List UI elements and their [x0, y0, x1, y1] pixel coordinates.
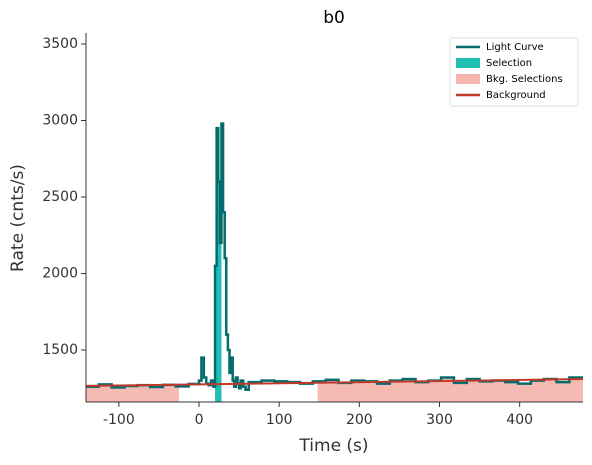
y-axis-label: Rate (cnts/s): [8, 164, 28, 272]
x-tick-label: 400: [506, 412, 533, 428]
y-tick-label: 2500: [42, 189, 78, 205]
legend-label: Background: [486, 90, 546, 101]
y-tick-label: 3000: [42, 113, 78, 129]
span-fill: [86, 384, 179, 402]
background-line: [86, 378, 583, 387]
x-tick-label: 300: [426, 412, 453, 428]
plot: [86, 122, 583, 402]
legend-label: Selection: [486, 58, 532, 69]
legend-swatch: [456, 58, 480, 68]
legend-label: Bkg. Selections: [486, 74, 563, 85]
legend-box: [449, 37, 579, 107]
y-tick-label: 3500: [42, 36, 78, 52]
x-tick-label: 200: [346, 412, 373, 428]
x-tick-label: -100: [103, 412, 135, 428]
x-axis-label: Time (s): [298, 436, 368, 456]
y-tick-label: 2000: [42, 265, 78, 281]
x-tick-label: 0: [195, 412, 204, 428]
x-tick-label: 100: [266, 412, 293, 428]
y-tick-label: 1500: [42, 342, 78, 358]
chart-title: b0: [323, 8, 345, 28]
legend-swatch: [456, 74, 480, 84]
legend-label: Light Curve: [486, 42, 544, 53]
